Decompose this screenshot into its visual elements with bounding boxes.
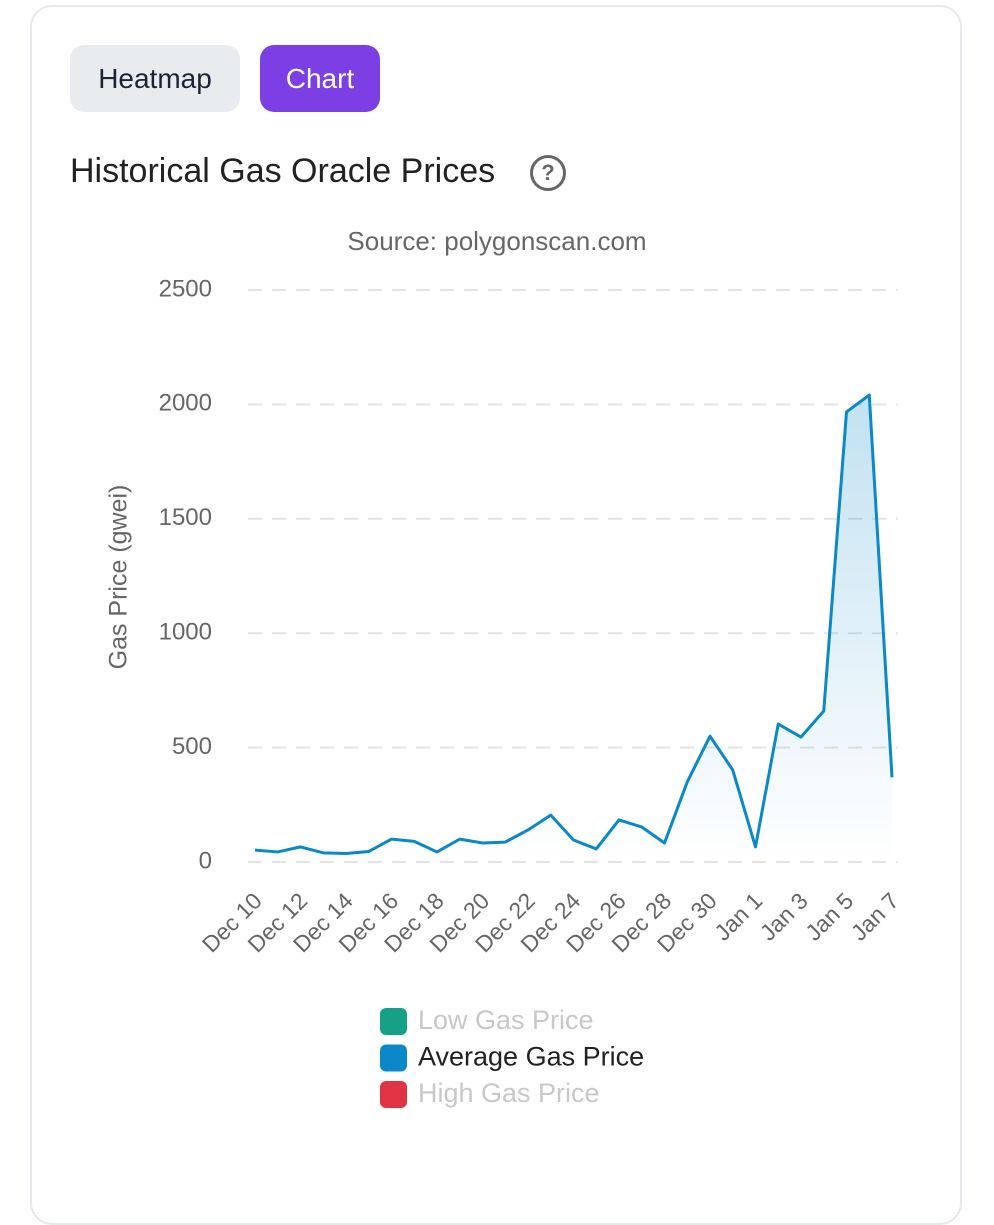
y-tick-label: 500 — [172, 733, 212, 760]
legend-swatch — [380, 1008, 407, 1035]
x-tick-label: Jan 7 — [846, 887, 904, 945]
y-tick-label: 1000 — [159, 619, 212, 646]
legend-label: High Gas Price — [418, 1078, 600, 1108]
y-axis-label: Gas Price (gwei) — [105, 485, 133, 670]
chart: Source: polygonscan.com Gas Price (gwei)… — [105, 226, 904, 1108]
chart-tab[interactable]: Chart — [260, 45, 380, 112]
y-tick-label: 2000 — [159, 390, 212, 417]
legend-label: Average Gas Price — [418, 1042, 644, 1072]
legend-label: Low Gas Price — [418, 1005, 594, 1035]
page: Heatmap Chart Historical Gas Oracle Pric… — [30, 5, 962, 1225]
x-tick-label: Jan 5 — [800, 887, 858, 945]
chart-title: Source: polygonscan.com — [347, 226, 646, 256]
y-tick-label: 0 — [199, 847, 212, 874]
legend-swatch — [380, 1044, 407, 1072]
help-icon[interactable]: ? — [530, 155, 566, 191]
x-tick-label: Jan 1 — [709, 887, 767, 945]
heatmap-tab[interactable]: Heatmap — [70, 45, 240, 112]
legend-swatch — [380, 1081, 407, 1108]
y-tick-label: 1500 — [159, 504, 212, 531]
line — [254, 393, 894, 856]
heading: Historical Gas Oracle Prices — [70, 152, 496, 190]
y-tick-label: 2500 — [159, 275, 212, 302]
area-fill — [255, 395, 892, 862]
x-tick-label: Jan 3 — [755, 887, 813, 945]
